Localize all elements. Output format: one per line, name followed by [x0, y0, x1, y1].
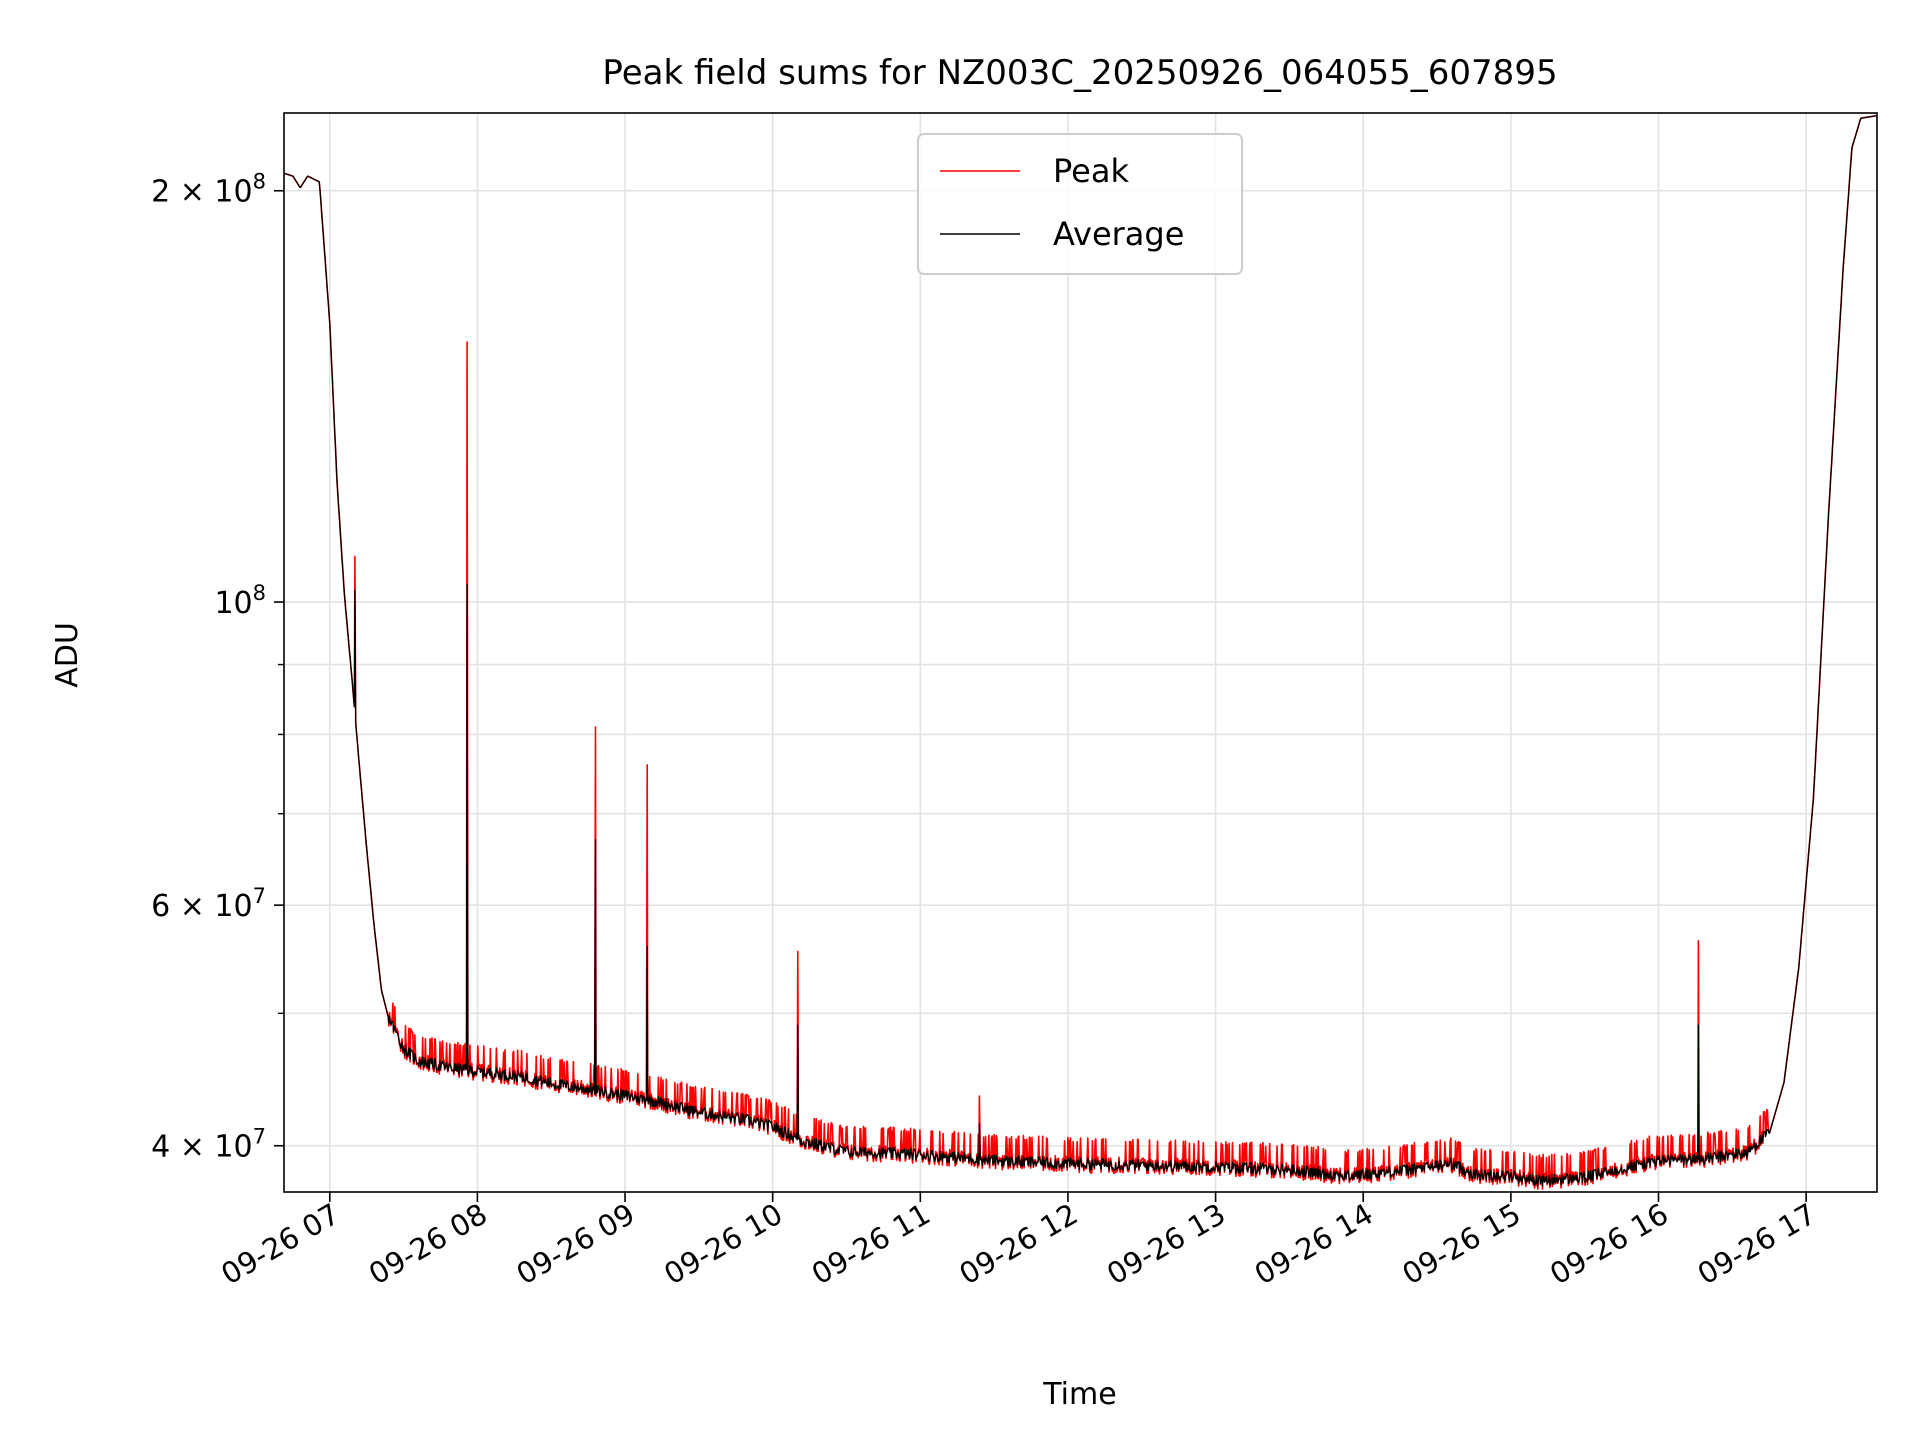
y-axis-label: ADU [50, 622, 85, 688]
series-layer [284, 114, 1877, 1190]
legend-average-label: Average [1053, 215, 1184, 253]
y-tick-base: 6 × 10 [151, 889, 252, 924]
legend-peak-label: Peak [1053, 152, 1129, 190]
y-tick-label: 2 × 108 [151, 170, 266, 210]
legend: Peak Average [917, 133, 1243, 275]
chart-title: Peak field sums for NZ003C_20250926_0640… [602, 53, 1557, 93]
y-tick-exponent: 7 [253, 1125, 266, 1149]
plot-frame [283, 112, 1878, 1193]
y-tick-label: 4 × 107 [151, 1125, 266, 1165]
average-series-line [284, 114, 1877, 1187]
y-tick-base: 4 × 10 [151, 1130, 252, 1165]
x-axis-label: Time [1042, 1377, 1116, 1412]
y-tick-exponent: 8 [253, 170, 266, 194]
y-tick-base: 2 × 10 [151, 175, 252, 210]
y-tick-base: 10 [214, 586, 252, 621]
y-tick-label: 108 [214, 581, 266, 621]
legend-box [917, 133, 1243, 275]
y-tick-label: 6 × 107 [151, 884, 266, 924]
y-tick-exponent: 8 [253, 581, 266, 605]
y-tick-exponent: 7 [253, 884, 266, 908]
